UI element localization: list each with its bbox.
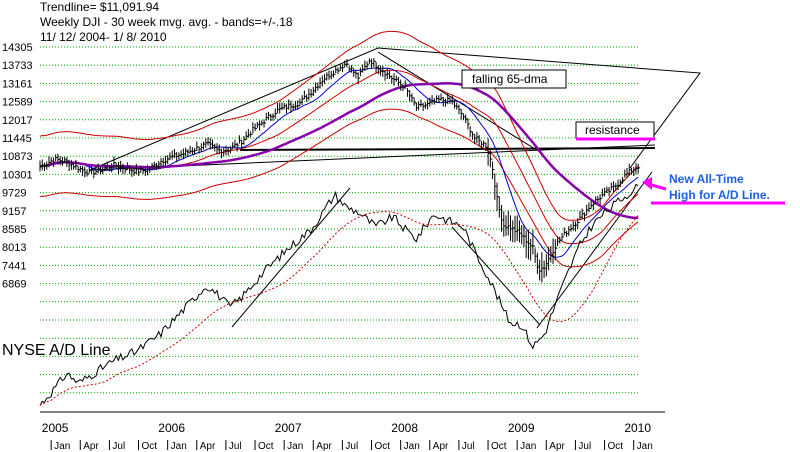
ad-line — [39, 183, 639, 406]
ma-65 — [39, 82, 639, 220]
y-tick-label: 8585 — [2, 224, 26, 236]
ad-line-group — [39, 183, 639, 406]
x-month-label: Jul — [229, 441, 242, 452]
x-month-label: Jul — [578, 441, 591, 452]
y-tick-label: 8013 — [2, 242, 26, 254]
ad-high-annotation: New All-Time High for A/D Line. — [642, 172, 785, 205]
y-tick-label: 7441 — [2, 260, 26, 272]
ad-high-line1: New All-Time — [669, 172, 744, 186]
x-month-label: Jan — [404, 441, 420, 452]
ad-line-ma — [39, 211, 639, 406]
x-month-label: Jan — [54, 441, 70, 452]
x-month-label: Oct — [608, 441, 624, 452]
lower-band — [39, 108, 639, 268]
y-tick-label: 13161 — [2, 78, 33, 90]
y-tick-label: 12589 — [2, 97, 33, 109]
x-month-label: Apr — [549, 441, 565, 452]
y-tick-label: 10301 — [2, 169, 33, 181]
x-month-label: Jul — [345, 441, 358, 452]
x-month-label: Jan — [171, 441, 187, 452]
x-month-label: Apr — [433, 441, 449, 452]
trendline-value: Trendline= $11,091.94 — [40, 0, 160, 14]
ad-uptrend-1 — [231, 187, 351, 328]
x-month-label: Jul — [462, 441, 475, 452]
x-axis: 2005 2006 2007 2008 2009 2010 Jan Apr Jul Oct Jan A… — [40, 411, 665, 452]
y-axis-ticks: 14305 13733 13161 12589 12017 11445 10873 10301… — [2, 42, 33, 291]
x-month-label: Apr — [316, 441, 332, 452]
chart-title: Weekly DJI - 30 week mvg. avg. - bands=+… — [40, 15, 293, 29]
y-tick-label: 14305 — [2, 42, 33, 54]
y-tick-label: 10873 — [2, 151, 33, 163]
ad-high-line2: High for A/D Line. — [669, 188, 770, 202]
ad-downtrend — [451, 226, 541, 326]
falling-dma-label: falling 65-dma — [472, 72, 548, 86]
date-range: 11/ 12/ 2004- 1/ 8/ 2010 — [40, 30, 167, 44]
x-year-label: 2006 — [158, 421, 185, 435]
ad-uptrend-2 — [536, 171, 653, 329]
ma-30 — [39, 69, 639, 245]
ma-blue — [39, 67, 639, 258]
grid-lines — [40, 46, 640, 394]
x-month-label: Oct — [142, 441, 158, 452]
x-year-label: 2008 — [391, 421, 418, 435]
x-year-label: 2005 — [42, 421, 69, 435]
upper-band — [39, 30, 639, 221]
y-tick-label: 6869 — [2, 279, 26, 291]
x-year-label: 2007 — [275, 421, 302, 435]
x-year-label: 2009 — [508, 421, 535, 435]
x-month-label: Apr — [200, 441, 216, 452]
resistance-label: resistance — [585, 123, 640, 137]
upper-trendline — [89, 47, 701, 171]
x-month-label: Oct — [375, 441, 391, 452]
falling-dma-annotation: falling 65-dma — [461, 69, 567, 89]
resistance-line — [239, 147, 656, 151]
x-month-label: Jan — [287, 441, 303, 452]
price-bars — [39, 58, 641, 283]
y-tick-label: 9157 — [2, 206, 26, 218]
x-month-label: Jul — [112, 441, 125, 452]
x-month-label: Oct — [491, 441, 507, 452]
y-tick-label: 12017 — [2, 115, 33, 127]
y-tick-label: 11445 — [2, 133, 32, 145]
x-month-label: Jan — [637, 441, 653, 452]
x-month-label: Oct — [258, 441, 274, 452]
y-tick-label: 9729 — [2, 188, 26, 200]
y-tick-label: 13733 — [2, 60, 33, 72]
resistance-annotation: resistance — [575, 121, 655, 141]
x-month-label: Jan — [520, 441, 536, 452]
ad-high-arrow-head — [642, 177, 652, 190]
bands-and-averages — [39, 30, 639, 268]
ad-line-label: NYSE A/D Line — [2, 342, 111, 359]
x-month-label: Apr — [83, 441, 99, 452]
x-year-label: 2010 — [624, 421, 651, 435]
